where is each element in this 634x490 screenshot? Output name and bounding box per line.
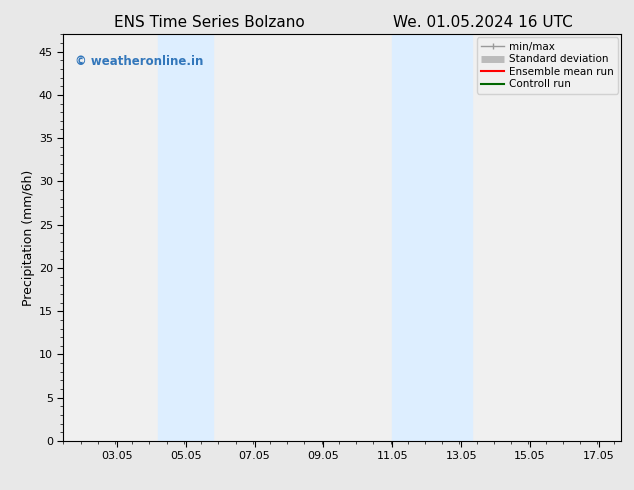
Bar (158, 34, 213, 441)
Text: ENS Time Series Bolzano: ENS Time Series Bolzano (114, 15, 305, 30)
Legend: min/max, Standard deviation, Ensemble mean run, Controll run: min/max, Standard deviation, Ensemble me… (477, 37, 618, 94)
Y-axis label: Precipitation (mm/6h): Precipitation (mm/6h) (22, 170, 35, 306)
Text: We. 01.05.2024 16 UTC: We. 01.05.2024 16 UTC (393, 15, 573, 30)
Bar (392, 34, 427, 441)
Text: © weatheronline.in: © weatheronline.in (75, 54, 203, 68)
Bar (427, 34, 472, 441)
